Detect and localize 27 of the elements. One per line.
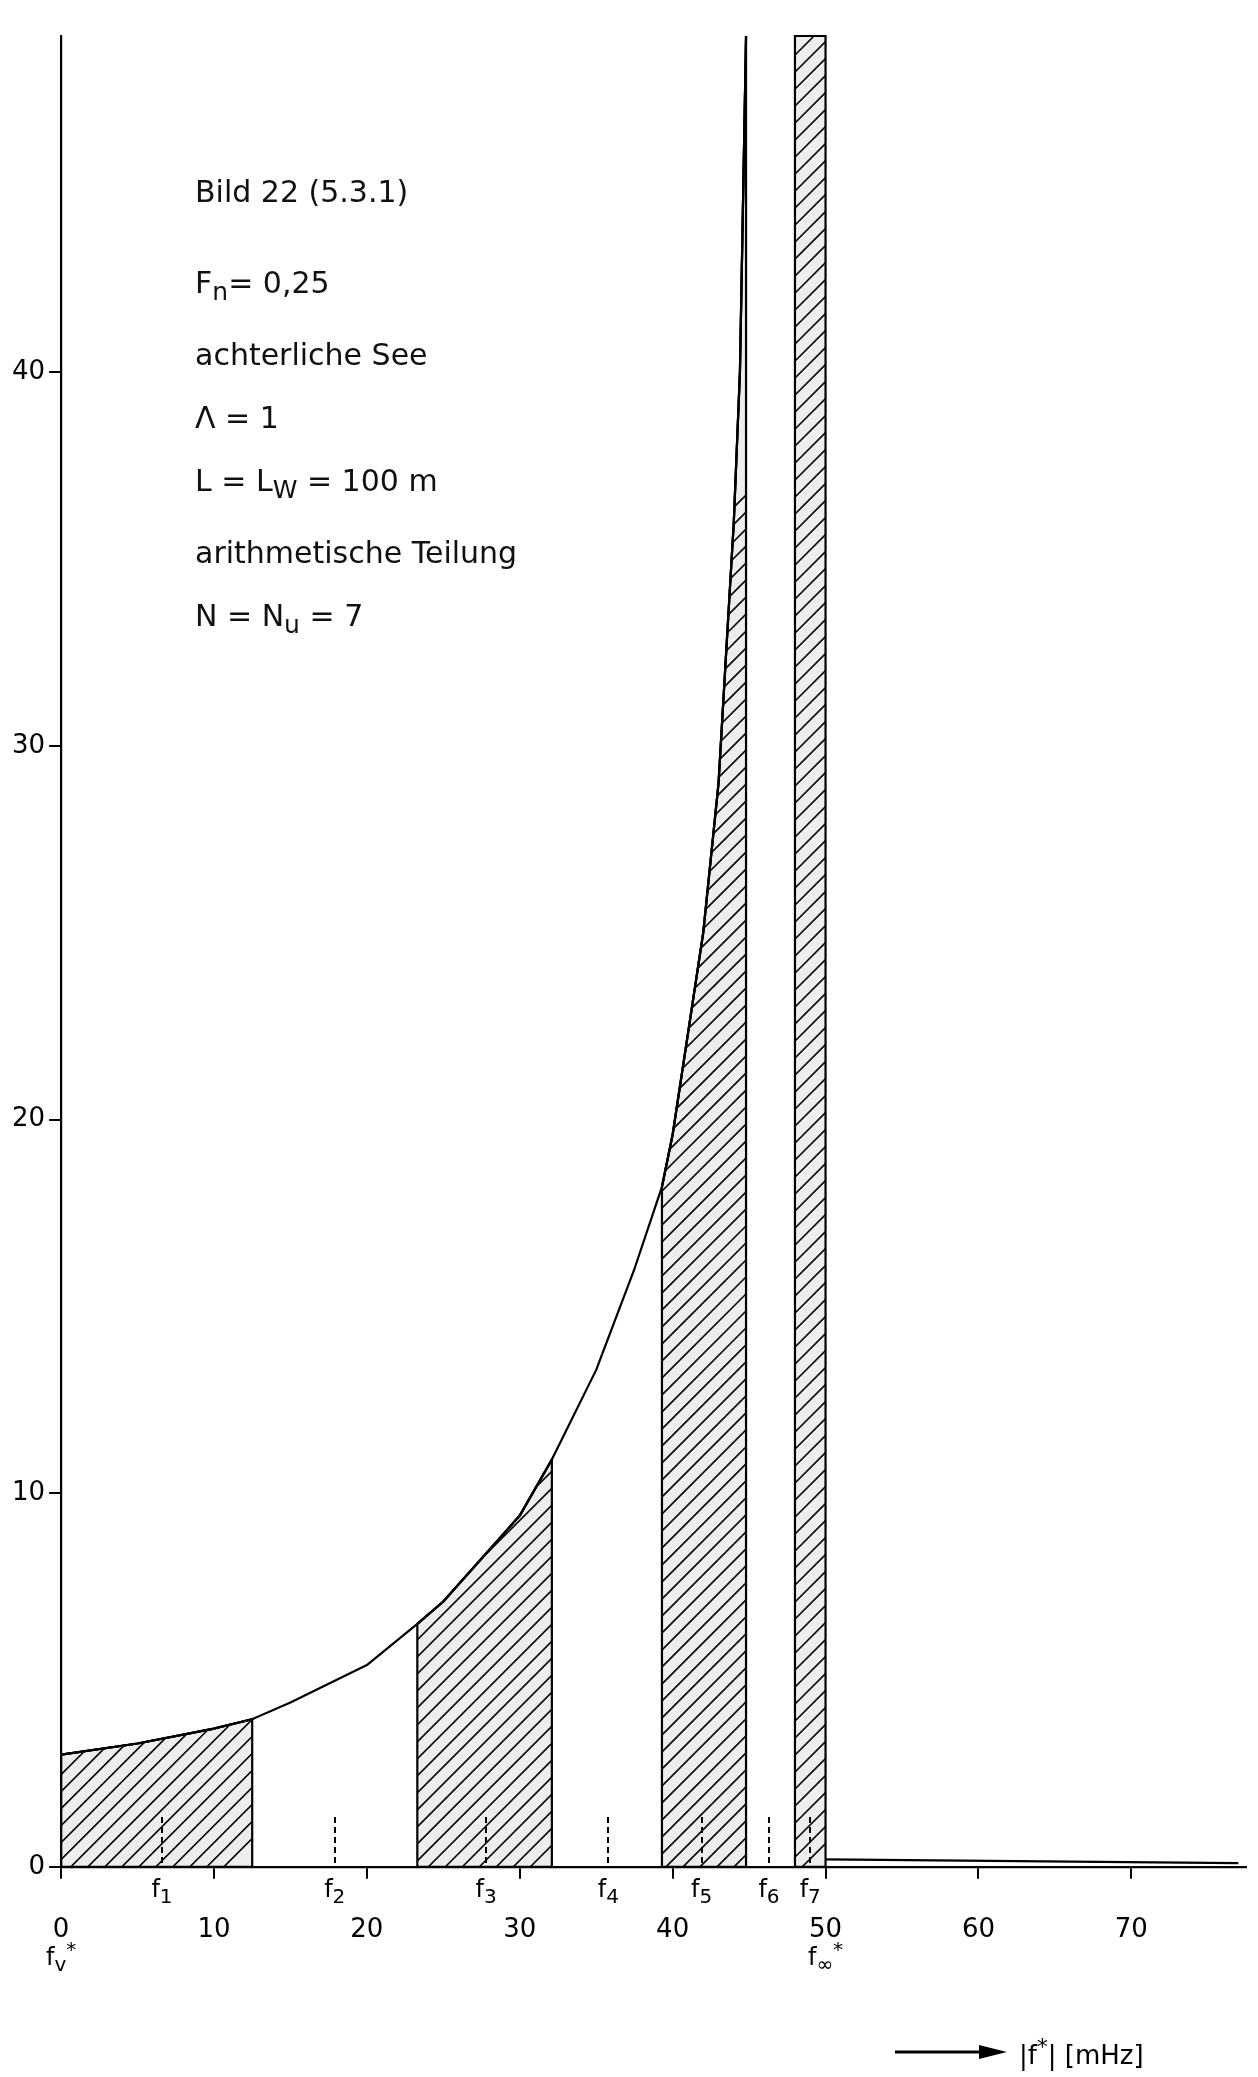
annotation: f$_{7}$ [799,1874,821,1908]
annotation: F$_{n}$= 0,25 [195,264,331,308]
x-tick-label: 10 [197,1913,231,1944]
text: f$_{6}$ [758,1874,780,1908]
text: f$_{4}$ [597,1874,620,1908]
x-tick-label: 0 [52,1913,70,1944]
annotation: arithmetische Teilung [195,534,518,572]
x-tick-label: 70 [1114,1913,1148,1944]
annotation: f$_{5}$ [691,1874,713,1908]
annotation: f$_{3}$ [475,1874,497,1908]
y-tick-label: 30 [11,728,46,759]
y-tick-label: 0 [28,1849,46,1880]
x-tick-label: 40 [656,1913,690,1944]
text: f$_{2}$ [324,1874,346,1908]
x-tick-label: 20 [350,1913,384,1944]
annotation: Λ = 1 [195,399,280,437]
y-tick-label: 40 [11,355,46,386]
annotation: L = L$_{W}$ = 100 m [195,462,439,506]
x-axis-title: |f$^{*}$| [mHz] [1019,2034,1144,2070]
y-tick-label: 10 [11,1475,46,1506]
annotation: N = N$_{u}$ = 7 [195,597,365,641]
text: Bild 22 (5.3.1) [195,173,410,211]
x-tick-label: 60 [961,1913,995,1944]
annotation: f$_{1}$ [151,1874,173,1908]
x-tick-label: 30 [503,1913,537,1944]
y-tick-label: 20 [11,1102,46,1133]
annotation: achterliche See [195,336,429,374]
